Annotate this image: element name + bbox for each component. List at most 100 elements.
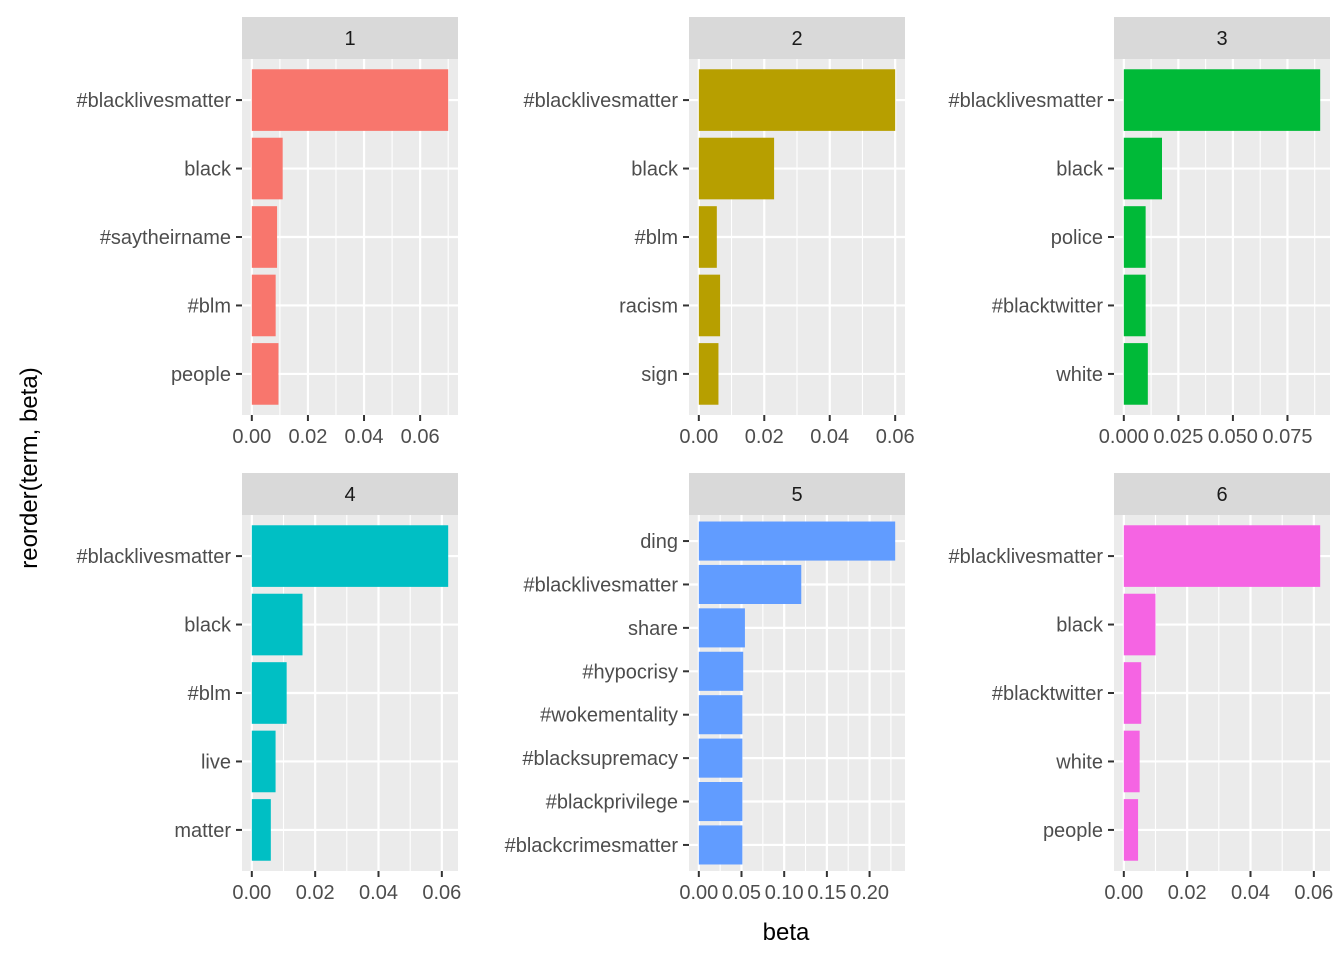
- facet-panel-3: 3 #blacklivesmatter black police #blacktwitt…: [948, 17, 1330, 448]
- facet-strip-label: 5: [791, 484, 802, 506]
- y-tick-label: #hypocrisy: [582, 661, 678, 683]
- y-tick-label: people: [171, 364, 231, 386]
- y-tick-label: #blackprivilege: [546, 792, 678, 814]
- y-tick-label: #blm: [188, 683, 231, 705]
- facet-strip: [242, 17, 458, 59]
- y-tick-label: #blacklivesmatter: [523, 574, 678, 596]
- facet-panel-5: 5 ding #blacklivesmatter share #hypocrisy #wo…: [505, 473, 905, 904]
- facet-panel-4: 4 #blacklivesmatter black #blm live matter 0.0…: [76, 473, 461, 904]
- y-tick-label: #blacksupremacy: [522, 748, 678, 770]
- facet-strip: [1114, 473, 1330, 515]
- x-tick-label: 0.04: [359, 882, 398, 904]
- bar: [251, 206, 278, 268]
- x-tick-label: 0.05: [722, 882, 761, 904]
- x-tick-label: 0.00: [679, 882, 718, 904]
- bar: [698, 274, 721, 337]
- x-tick-label: 0.15: [807, 882, 846, 904]
- bar: [251, 69, 449, 131]
- bar: [698, 695, 743, 735]
- bar: [1123, 730, 1140, 793]
- y-tick-label: black: [631, 159, 679, 181]
- bar: [251, 137, 283, 200]
- bar: [1123, 525, 1321, 587]
- y-tick-label: #blm: [635, 227, 678, 249]
- bar: [1123, 274, 1146, 337]
- y-tick-label: black: [184, 615, 232, 637]
- x-tick-label: 0.06: [401, 426, 440, 448]
- bar: [1123, 206, 1146, 268]
- x-tick-label: 0.00: [232, 882, 271, 904]
- x-tick-label: 0.04: [810, 426, 849, 448]
- y-tick-label: #blacktwitter: [992, 683, 1103, 705]
- x-tick-label: 0.04: [345, 426, 384, 448]
- bar: [1123, 593, 1156, 656]
- y-tick-label: white: [1055, 364, 1103, 386]
- y-tick-label: #blackcrimesmatter: [505, 835, 679, 857]
- x-tick-label: 0.00: [232, 426, 271, 448]
- y-tick-label: #blacklivesmatter: [948, 90, 1103, 112]
- x-tick-label: 0.02: [288, 426, 327, 448]
- bar: [1123, 343, 1148, 405]
- facet-panels: 1 #blacklivesmatter black #saytheirname #blm…: [76, 17, 1333, 904]
- x-axis-title: beta: [763, 919, 810, 946]
- y-tick-label: black: [1056, 615, 1104, 637]
- bar: [1123, 69, 1321, 131]
- y-tick-label: black: [1056, 159, 1104, 181]
- y-tick-label: live: [201, 751, 231, 773]
- x-tick-label: 0.00: [1104, 882, 1143, 904]
- y-tick-label: racism: [619, 295, 678, 317]
- bar: [698, 738, 743, 778]
- facet-strip-label: 3: [1216, 28, 1227, 50]
- x-tick-label: 0.075: [1262, 426, 1312, 448]
- bar: [251, 274, 276, 337]
- bar: [698, 137, 775, 200]
- y-tick-label: #blacklivesmatter: [76, 546, 231, 568]
- bar: [698, 651, 744, 691]
- facet-panel-1: 1 #blacklivesmatter black #saytheirname #blm…: [76, 17, 458, 448]
- bar: [251, 343, 279, 405]
- bar: [251, 525, 449, 587]
- facet-strip: [242, 473, 458, 515]
- bar: [1123, 799, 1139, 861]
- bar: [1123, 662, 1142, 724]
- facet-panel-6: 6 #blacklivesmatter black #blacktwitter whit…: [948, 473, 1333, 904]
- x-tick-label: 0.06: [876, 426, 915, 448]
- bar: [698, 564, 802, 604]
- x-tick-label: 0.02: [745, 426, 784, 448]
- x-tick-label: 0.20: [850, 882, 889, 904]
- facet-strip: [1114, 17, 1330, 59]
- x-tick-label: 0.06: [422, 882, 461, 904]
- x-tick-label: 0.000: [1099, 426, 1149, 448]
- bar: [698, 206, 717, 268]
- y-tick-label: #blm: [188, 295, 231, 317]
- y-tick-label: #blacklivesmatter: [76, 90, 231, 112]
- facet-panel-2: 2 #blacklivesmatter black #blm racism sign 0.0…: [523, 17, 915, 448]
- y-tick-label: matter: [174, 820, 231, 842]
- facet-strip-label: 4: [344, 484, 355, 506]
- y-tick-label: police: [1051, 227, 1103, 249]
- facet-strip-label: 2: [791, 28, 802, 50]
- y-tick-label: ding: [640, 531, 678, 553]
- x-tick-label: 0.04: [1231, 882, 1270, 904]
- bar: [698, 521, 896, 561]
- x-tick-label: 0.02: [1168, 882, 1207, 904]
- y-tick-label: black: [184, 159, 232, 181]
- y-tick-label: #saytheirname: [100, 227, 231, 249]
- facet-strip: [689, 17, 905, 59]
- facet-strip-label: 6: [1216, 484, 1227, 506]
- x-tick-label: 0.02: [296, 882, 335, 904]
- facet-strip-label: 1: [344, 28, 355, 50]
- bar: [698, 608, 745, 648]
- y-tick-label: #blacklivesmatter: [948, 546, 1103, 568]
- bar: [1123, 137, 1162, 200]
- bar: [698, 69, 896, 131]
- facet-strip: [689, 473, 905, 515]
- x-tick-label: 0.025: [1153, 426, 1203, 448]
- y-tick-label: sign: [641, 364, 678, 386]
- bar: [251, 730, 276, 793]
- y-axis-title: reorder(term, beta): [16, 367, 43, 568]
- y-tick-label: #wokementality: [540, 705, 678, 727]
- x-tick-label: 0.00: [679, 426, 718, 448]
- bar: [251, 593, 303, 656]
